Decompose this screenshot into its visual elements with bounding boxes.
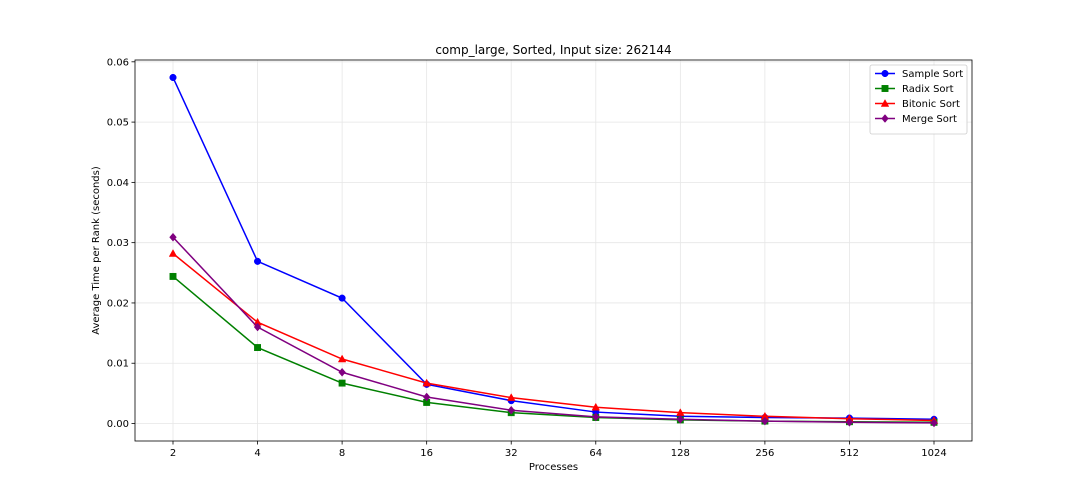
data-point	[930, 418, 938, 428]
x-tick-label: 16	[420, 448, 433, 459]
data-point	[761, 416, 769, 426]
legend-marker	[881, 85, 889, 92]
data-point	[169, 232, 177, 242]
y-tick-label: 0.03	[107, 238, 129, 249]
x-tick-label: 4	[254, 448, 260, 459]
y-axis-label: Average Time per Rank (seconds)	[91, 166, 102, 335]
data-point	[592, 412, 600, 422]
data-point	[254, 257, 262, 265]
series-line	[172, 252, 935, 422]
data-point	[338, 294, 346, 302]
y-tick-label: 0.04	[107, 178, 129, 189]
data-point	[169, 73, 177, 82]
x-tick-label: 1024	[921, 448, 946, 459]
data-point	[676, 414, 685, 424]
legend-marker	[881, 114, 889, 123]
data-point	[338, 367, 346, 377]
data-point	[338, 379, 346, 387]
legend-marker	[881, 69, 889, 78]
series-line	[172, 275, 935, 424]
x-tick-label: 64	[589, 448, 602, 459]
plot-area	[134, 59, 973, 442]
x-tick-label: 32	[505, 448, 518, 459]
legend-marker	[880, 99, 890, 107]
legend-box	[869, 64, 968, 135]
legend-item: Bitonic Sort	[875, 99, 960, 110]
data-point	[422, 378, 431, 387]
series-bitonic-sort	[168, 249, 939, 424]
legend-label: Bitonic Sort	[902, 99, 960, 110]
data-point	[169, 272, 177, 280]
legend-item: Sample Sort	[875, 69, 963, 80]
data-point	[507, 405, 515, 415]
data-point	[591, 402, 601, 411]
y-tick-label: 0.01	[107, 359, 129, 370]
y-tick-label: 0.06	[107, 57, 129, 68]
series-lines	[168, 73, 939, 428]
data-point	[422, 392, 431, 402]
x-axis-label: Processes	[529, 462, 578, 473]
y-tick-label: 0.00	[107, 419, 129, 430]
data-point	[253, 322, 262, 332]
x-tick-label: 8	[339, 448, 345, 459]
x-tick-label: 256	[755, 448, 774, 459]
data-point	[506, 393, 516, 401]
series-sample-sort	[169, 73, 938, 423]
chart-title: comp_large, Sorted, Input size: 262144	[435, 43, 671, 57]
legend-label: Radix Sort	[902, 84, 954, 95]
series-line	[172, 236, 935, 424]
legend-label: Sample Sort	[902, 69, 963, 80]
x-tick-label: 128	[671, 448, 690, 459]
legend-item: Merge Sort	[875, 114, 957, 125]
axis-ticks: 2 4 8 16 32 64 128 256 512 1024 0.00 0.01 0.02 0.03 0.…	[107, 57, 947, 459]
legend-label: Merge Sort	[902, 114, 957, 125]
x-tick-label: 512	[840, 448, 859, 459]
series-merge-sort	[169, 232, 938, 428]
y-tick-label: 0.02	[107, 298, 129, 309]
data-point	[254, 344, 262, 352]
x-tick-label: 2	[170, 448, 176, 459]
data-point	[168, 249, 178, 257]
legend-item: Radix Sort	[875, 84, 954, 95]
series-line	[172, 77, 935, 421]
data-point	[845, 417, 854, 427]
legend: Sample Sort Radix Sort Bitonic Sort Merge S…	[869, 64, 968, 135]
y-tick-label: 0.05	[107, 118, 129, 129]
grid	[135, 60, 972, 441]
data-point	[337, 354, 347, 363]
